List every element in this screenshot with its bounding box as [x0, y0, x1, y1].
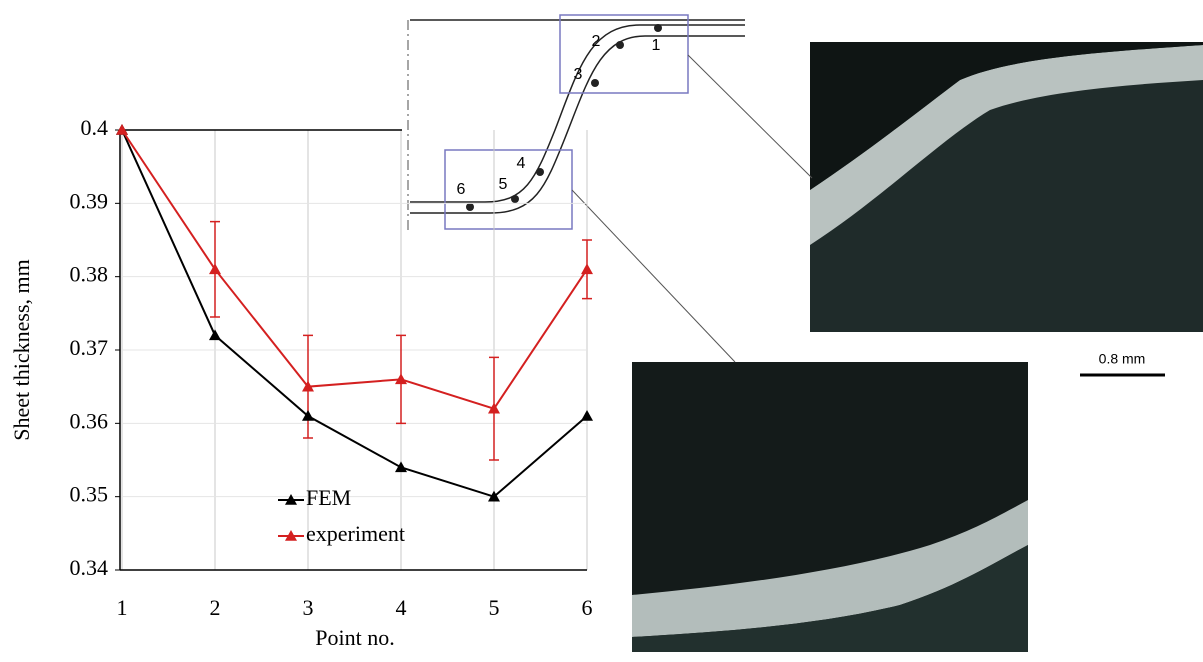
series-line [122, 130, 587, 497]
point-label: 2 [592, 33, 601, 50]
point-label: 3 [574, 66, 583, 83]
y-tick-label: 0.35 [70, 482, 109, 507]
micrograph-bottom [632, 362, 1028, 652]
y-tick-label: 0.37 [70, 335, 109, 360]
point-label: 6 [457, 181, 466, 198]
figure: 0.8 mm 1 2 3 4 5 6 Point no. Sheet thick… [0, 0, 1203, 657]
micrograph-top [810, 42, 1203, 332]
data-point [209, 329, 221, 340]
data-point [209, 263, 221, 274]
point-label: 4 [517, 155, 526, 172]
data-point [581, 410, 593, 421]
point-label: 5 [499, 176, 508, 193]
data-point [581, 263, 593, 274]
y-tick-label: 0.38 [70, 262, 109, 287]
s-curve-diagram [408, 15, 812, 362]
y-tick-label: 0.36 [70, 408, 109, 433]
x-tick-label: 6 [582, 595, 593, 620]
x-tick-label: 2 [210, 595, 221, 620]
legend-label: experiment [306, 521, 405, 546]
y-tick-label: 0.4 [81, 115, 109, 140]
legend-label: FEM [306, 485, 351, 510]
x-axis-title: Point no. [315, 625, 394, 650]
x-tick-label: 3 [303, 595, 314, 620]
x-tick-label: 1 [117, 595, 128, 620]
scale-label: 0.8 mm [1099, 351, 1146, 367]
y-axis-title: Sheet thickness, mm [9, 259, 34, 440]
data-point [395, 461, 407, 472]
y-tick-label: 0.34 [70, 555, 109, 580]
point-label: 1 [652, 37, 661, 54]
x-tick-label: 4 [396, 595, 407, 620]
x-tick-label: 5 [489, 595, 500, 620]
y-tick-label: 0.39 [70, 188, 109, 213]
diagram-points [466, 24, 662, 211]
